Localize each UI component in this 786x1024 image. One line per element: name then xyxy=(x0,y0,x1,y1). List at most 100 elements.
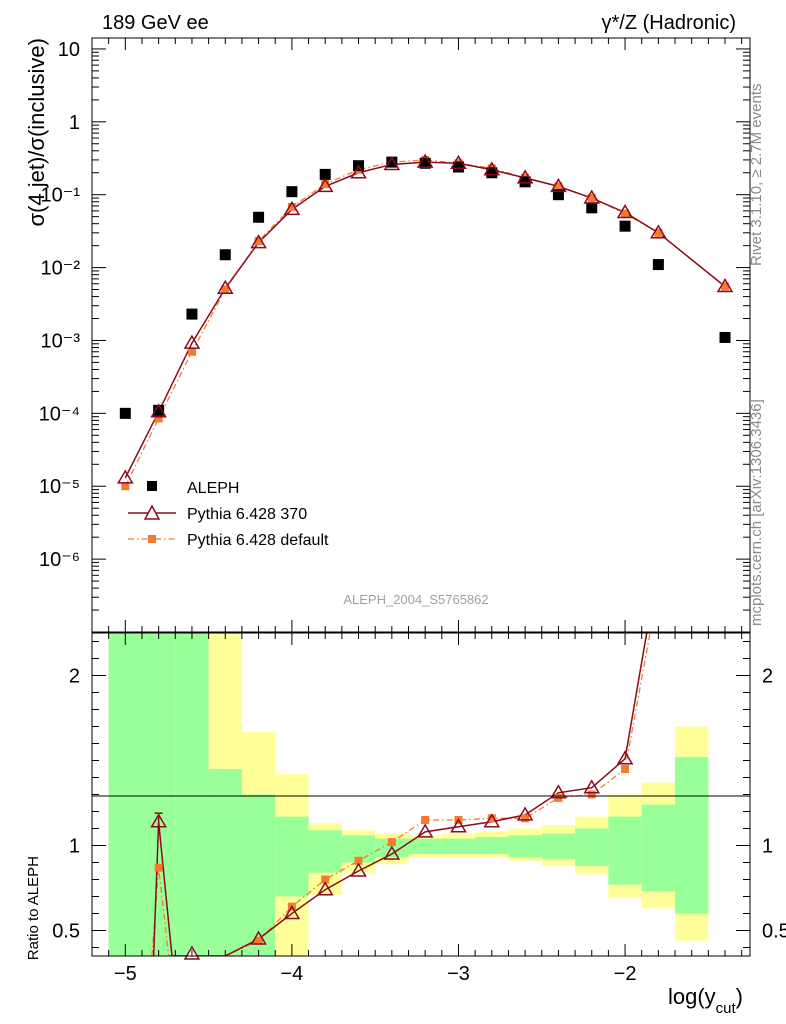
ratio-y-tick-label-right: 2 xyxy=(762,666,773,688)
point-aleph xyxy=(253,211,265,223)
legend-label-aleph: ALEPH xyxy=(187,480,239,497)
point-mc2 xyxy=(587,194,596,203)
point-mc1 xyxy=(383,155,401,171)
x-axis-title-close: ) xyxy=(736,984,743,1009)
y-tick-label: 10⁻⁶ xyxy=(39,549,80,571)
ratio-point-mc2 xyxy=(354,856,363,865)
ratio-point-mc2 xyxy=(387,838,396,847)
ratio-uncertainty-band xyxy=(108,633,709,956)
ratio-point-mc1 xyxy=(283,905,301,920)
ratio-point-mc2 xyxy=(521,814,530,823)
band-inner-bin xyxy=(408,838,442,854)
header-right: γ*/Z (Hadronic) xyxy=(602,12,736,34)
axis-ticks xyxy=(91,38,750,956)
point-mc2 xyxy=(621,209,630,218)
ratio-y-tick-label-right: 1 xyxy=(762,836,773,858)
point-mc1 xyxy=(117,469,134,484)
y-tick-label: 10⁻³ xyxy=(41,330,81,352)
point-mc1 xyxy=(250,234,267,249)
point-aleph xyxy=(619,220,631,232)
point-mc2 xyxy=(321,180,330,189)
band-inner-bin xyxy=(475,837,509,854)
ratio-y-tick-label: 1 xyxy=(69,836,80,858)
ratio-y-tick-label-right: 0.5 xyxy=(762,921,786,943)
point-mc1 xyxy=(550,177,567,193)
ratio-line-mc1 xyxy=(152,633,648,956)
band-inner-bin xyxy=(108,633,142,956)
ratio-point-mc2 xyxy=(587,790,596,799)
ratio-point-mc1 xyxy=(550,784,567,799)
point-aleph xyxy=(719,331,731,343)
axis-tick-labels: −5 −4 −3 −2 10 1 10⁻¹ 10⁻² 10⁻³ 10⁻⁴ 10⁻⁵ 10⁻⁶ 0.5 0.… xyxy=(39,39,786,985)
point-mc1 xyxy=(150,403,167,418)
point-mc2 xyxy=(654,228,663,237)
point-aleph xyxy=(519,176,531,188)
point-mc1 xyxy=(350,164,367,179)
legend-marker-mc1 xyxy=(143,504,161,520)
point-mc1 xyxy=(483,161,501,176)
ratio-y-tick-label: 0.5 xyxy=(52,921,80,943)
point-aleph xyxy=(452,161,464,173)
band-inner-bin xyxy=(441,838,476,854)
band-inner-bin xyxy=(608,816,642,885)
ratio-point-mc1 xyxy=(316,881,334,896)
point-aleph xyxy=(419,157,431,169)
band-inner-bin xyxy=(275,816,309,897)
ratio-point-mc1 xyxy=(416,823,434,838)
ratio-point-mc2 xyxy=(321,875,330,884)
point-aleph xyxy=(186,308,198,320)
point-aleph xyxy=(586,202,598,214)
ratio-point-mc1 xyxy=(150,813,167,828)
x-tick-label: −4 xyxy=(280,963,303,985)
point-aleph xyxy=(652,259,664,271)
ratio-point-mc1 xyxy=(450,818,467,833)
x-tick-label: −5 xyxy=(114,963,137,985)
point-mc1 xyxy=(316,177,334,193)
series-line-mc1 xyxy=(124,161,726,479)
point-mc1 xyxy=(450,154,467,170)
point-mc1 xyxy=(650,224,667,239)
band-inner-bin xyxy=(575,828,609,866)
point-mc1 xyxy=(583,189,601,204)
point-mc2 xyxy=(187,347,196,356)
ratio-point-mc1 xyxy=(483,813,501,828)
band-inner-bin xyxy=(175,633,209,956)
band-inner-bin xyxy=(675,757,709,914)
y-tick-label: 10⁻² xyxy=(41,258,81,280)
y-tick-label: 10⁻⁴ xyxy=(39,403,80,425)
y-tick-label: 10⁻⁵ xyxy=(39,476,80,498)
legend-label-mc1: Pythia 6.428 370 xyxy=(187,506,307,523)
point-aleph xyxy=(119,407,131,419)
ratio-point-mc2 xyxy=(254,936,263,945)
series-line-mc2 xyxy=(124,159,726,487)
y-tick-label: 1 xyxy=(69,112,80,134)
point-aleph xyxy=(486,167,498,179)
point-mc1 xyxy=(283,200,301,216)
point-mc1 xyxy=(716,278,734,293)
analysis-id: ALEPH_2004_S5765862 xyxy=(343,592,488,607)
x-tick-label: −2 xyxy=(614,963,637,985)
ratio-point-mc2 xyxy=(487,814,496,823)
point-mc2 xyxy=(254,237,263,246)
x-tick-label: −3 xyxy=(447,963,470,985)
band-inner-bin xyxy=(308,830,342,873)
ratio-point-mc1 xyxy=(616,750,634,765)
point-aleph xyxy=(386,156,398,168)
legend: ALEPH Pythia 6.428 370 Pythia 6.428 defa… xyxy=(128,480,329,549)
point-mc2 xyxy=(554,182,563,191)
x-axis-title-sub: cut xyxy=(716,1000,737,1017)
ratio-series xyxy=(150,633,651,960)
legend-marker-aleph xyxy=(147,481,157,491)
point-aleph xyxy=(319,168,331,180)
point-mc1 xyxy=(216,279,234,295)
ratio-series-clip xyxy=(150,633,651,956)
point-mc2 xyxy=(121,482,130,491)
x-axis-title: log(ycut) xyxy=(668,984,743,1017)
point-mc2 xyxy=(221,285,230,294)
main-series xyxy=(117,153,734,491)
upper-frame xyxy=(91,37,751,633)
rivet-label: Rivet 3.1.10, ≥ 2.7M events xyxy=(748,84,765,267)
band-inner-bin xyxy=(208,769,242,956)
ratio-point-mc1 xyxy=(250,930,267,945)
